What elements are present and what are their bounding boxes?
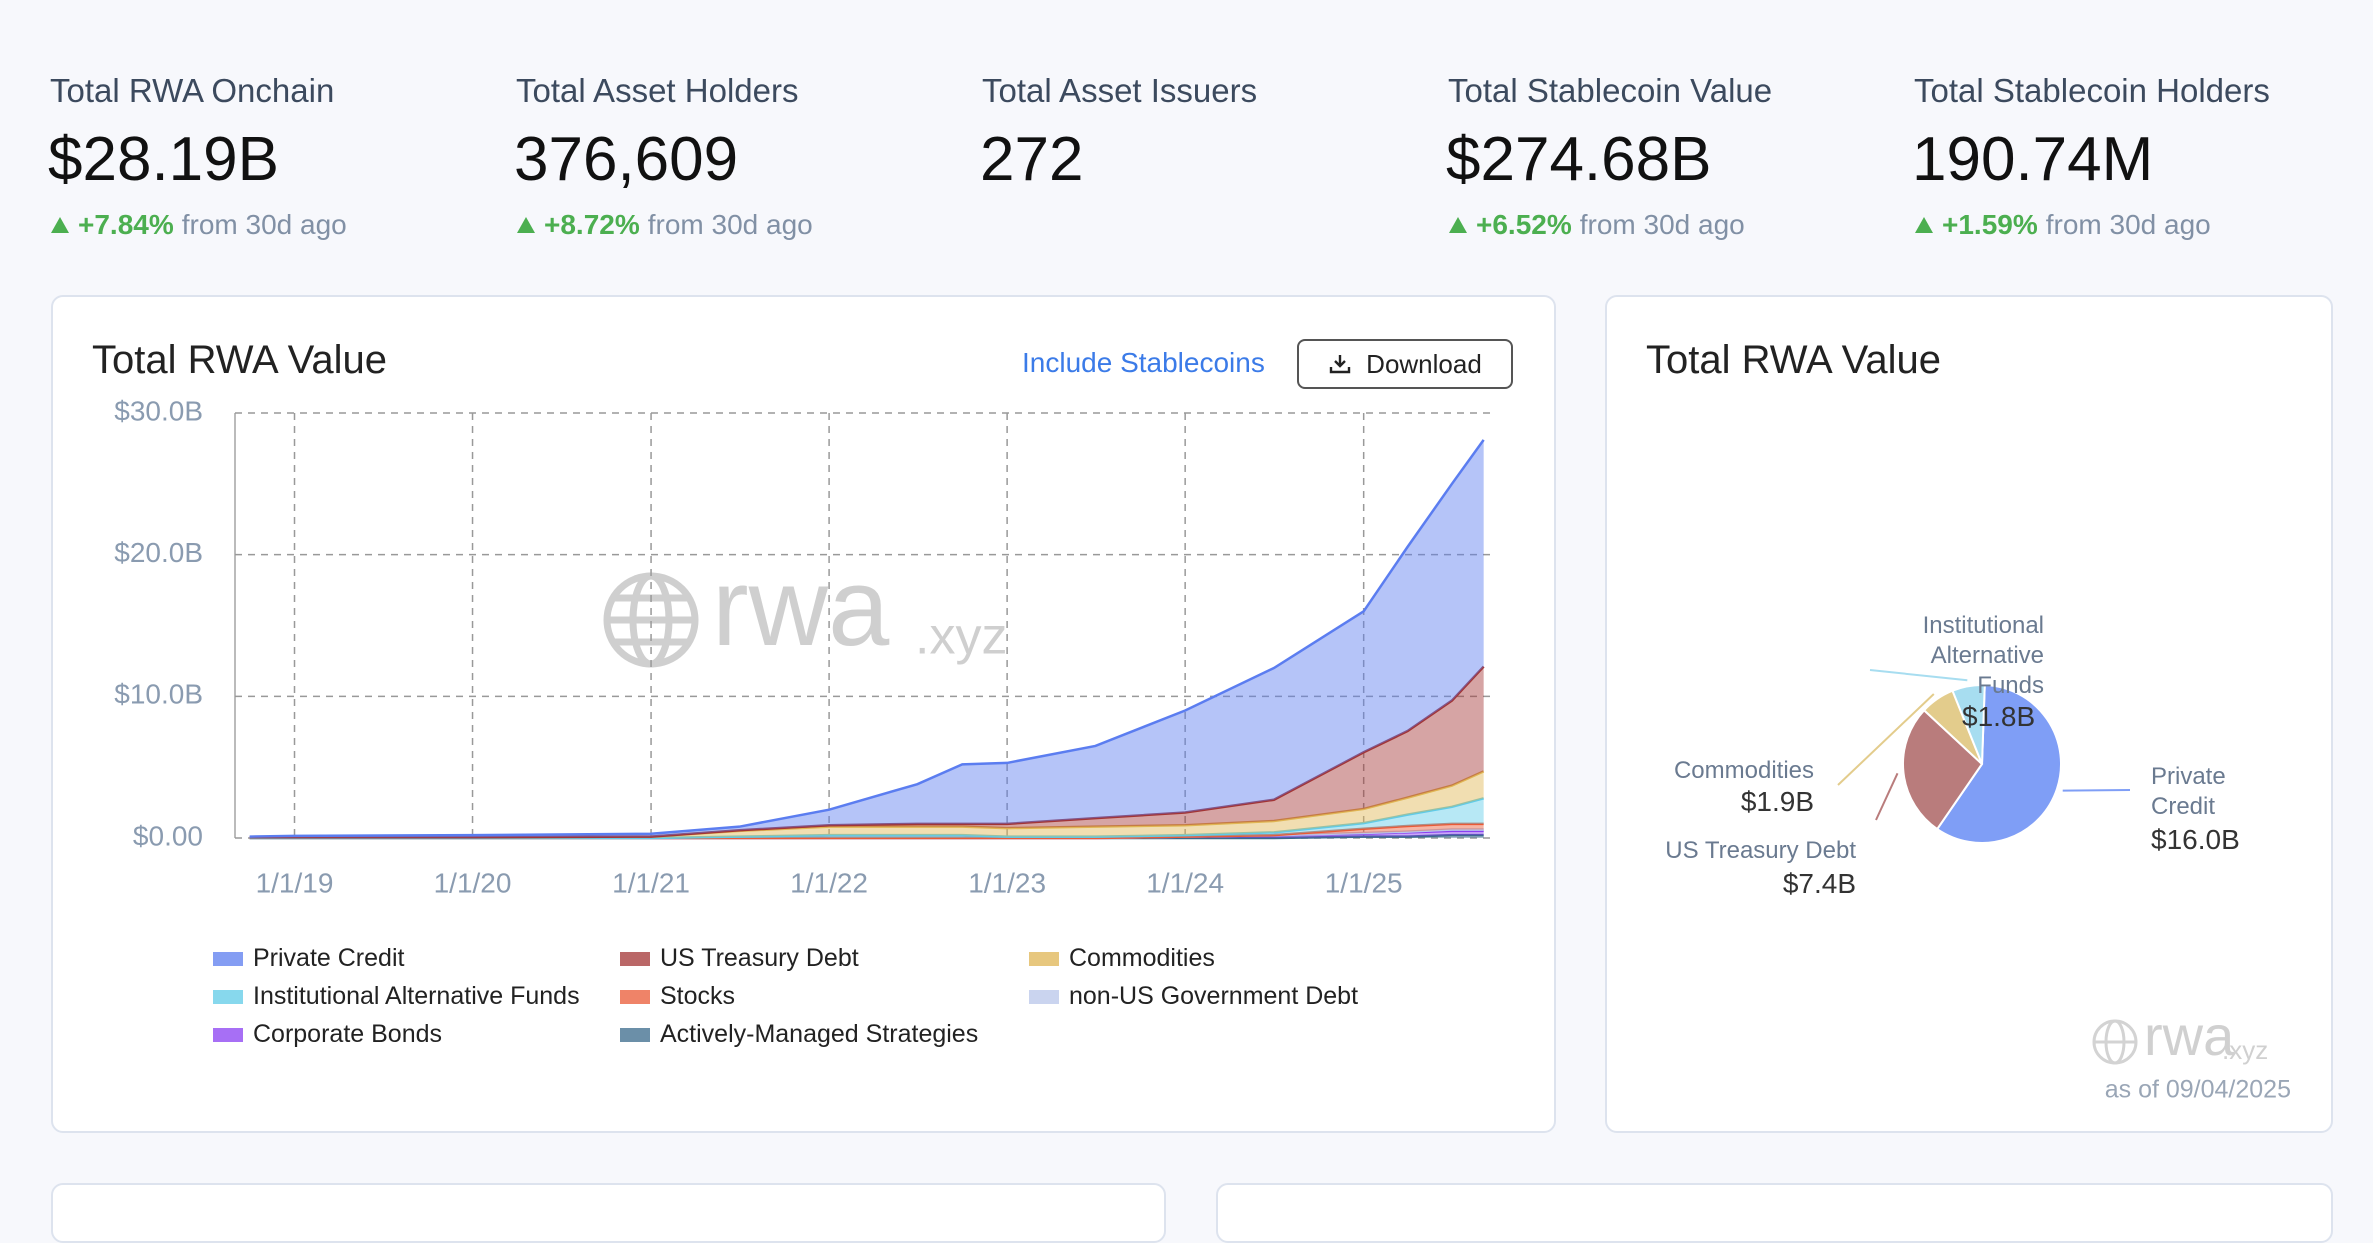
stat-label: Total Stablecoin Value	[1448, 72, 1773, 109]
as-of-date: as of 09/04/2025	[2105, 1076, 2291, 1104]
legend-item: US Treasury Debt	[620, 944, 859, 973]
legend-swatch	[213, 989, 243, 1004]
x-tick-label: 1/1/20	[434, 867, 512, 898]
legend-label: Stocks	[660, 982, 736, 1010]
legend-item: Corporate Bonds	[213, 1020, 442, 1049]
legend-item: non-US Government Debt	[1029, 982, 1358, 1011]
leader-line	[2062, 789, 2131, 792]
legend-label: Institutional Alternative Funds	[253, 982, 580, 1010]
pie-slice	[1951, 684, 1986, 765]
pie-category-label: Private Credit	[2151, 763, 2226, 820]
x-tick-label: 1/1/21	[612, 867, 690, 898]
stat-change-row: +6.52% from 30d ago	[1448, 209, 1745, 241]
chart-title: Total RWA Value	[92, 338, 387, 382]
stat-change: +1.59%	[1942, 209, 2038, 240]
legend-item: Actively-Managed Strategies	[620, 1020, 978, 1049]
pie-category-label: Institutional Alternative Funds	[1922, 612, 2044, 699]
stat-period: from 30d ago	[181, 209, 347, 240]
stat-label: Total RWA Onchain	[50, 72, 335, 109]
page: {"stats":[{"label":"Total RWA Onchain","…	[48, 72, 2333, 1243]
legend-label: Private Credit	[253, 944, 405, 972]
series-line	[249, 665, 1485, 839]
legend-item: Institutional Alternative Funds	[213, 982, 580, 1011]
stat-period: from 30d ago	[2045, 209, 2211, 240]
page-body: Total RWA Onchain $28.19B +7.84% from 30d a…	[48, 72, 2333, 1243]
up-arrow	[51, 217, 69, 233]
charts: rwa .xyz rwa .xyz as of 09/04/2025 $0.00…	[114, 395, 2291, 1104]
legend-swatch	[620, 989, 650, 1004]
x-tick-label: 1/1/25	[1325, 867, 1403, 898]
legend-swatch	[213, 951, 243, 966]
legend-swatch	[1029, 989, 1059, 1004]
stat-change: +6.52%	[1476, 209, 1572, 240]
legend-item: Commodities	[1029, 944, 1215, 973]
watermark-suffix: .xyz	[2222, 1035, 2268, 1065]
watermark-brand: rwa	[2144, 1004, 2235, 1067]
stat-label: Total Asset Issuers	[982, 72, 1258, 109]
legend-swatch	[213, 1027, 243, 1042]
watermark-brand: rwa	[712, 546, 890, 669]
stat-value: 376,609	[514, 125, 739, 194]
legend-swatch	[620, 1027, 650, 1042]
x-tick-label: 1/1/22	[790, 867, 868, 898]
leader-line	[1869, 669, 1968, 682]
area-card	[51, 295, 1556, 1133]
stat-value: 190.74M	[1912, 125, 2154, 194]
stat-period: from 30d ago	[647, 209, 813, 240]
pie-slice	[1902, 708, 1984, 831]
stat-change-row: +7.84% from 30d ago	[50, 209, 347, 241]
pie-category-label: US Treasury Debt	[1665, 837, 1856, 864]
pie-value-label: $1.8B	[1962, 701, 2036, 732]
y-tick-label: $0.00	[133, 820, 203, 851]
chart-title: Total RWA Value	[1646, 338, 1941, 382]
legend-swatch	[620, 951, 650, 966]
legend-label: non-US Government Debt	[1069, 982, 1359, 1010]
download-label: Download	[1366, 348, 1482, 379]
legend-item: Private Credit	[213, 944, 404, 973]
stat-change: +7.84%	[78, 209, 174, 240]
watermark-globe-small	[2092, 1019, 2138, 1065]
legend-label: US Treasury Debt	[660, 944, 859, 972]
legend-label: Actively-Managed Strategies	[660, 1020, 979, 1048]
download-button[interactable]: Download	[1297, 339, 1513, 389]
y-tick-label: $30.0B	[114, 395, 203, 426]
pie-category-label: Commodities	[1673, 757, 1814, 784]
area	[249, 439, 1484, 838]
stat-change-row: +8.72% from 30d ago	[516, 209, 813, 241]
leader-line	[1837, 693, 1935, 786]
leader-line	[1875, 772, 1899, 821]
pie-value-label: $1.9B	[1740, 786, 1814, 817]
pie-value-label: $16.0B	[2151, 824, 2240, 855]
stat-value: $28.19B	[48, 125, 279, 194]
pie-slice	[1935, 684, 2062, 844]
y-tick-label: $20.0B	[114, 537, 203, 568]
legend-label: Commodities	[1069, 944, 1215, 972]
y-tick-label: $10.0B	[114, 679, 203, 710]
stat-value: 272	[980, 125, 1084, 194]
stat-change: +8.72%	[544, 209, 640, 240]
stat-change-row: +1.59% from 30d ago	[1914, 209, 2211, 241]
x-tick-label: 1/1/23	[968, 867, 1046, 898]
stat-label: Total Stablecoin Holders	[1914, 72, 2270, 109]
series-line	[249, 439, 1485, 838]
legend-swatch	[1029, 951, 1059, 966]
up-arrow	[1449, 217, 1467, 233]
legend-item: Stocks	[620, 982, 735, 1011]
stat-label: Total Asset Holders	[516, 72, 799, 109]
watermark-suffix: .xyz	[915, 608, 1007, 666]
up-arrow	[1915, 217, 1933, 233]
download-icon	[1329, 355, 1351, 374]
x-tick-label: 1/1/24	[1146, 867, 1224, 898]
x-tick-label: 1/1/19	[256, 867, 334, 898]
stat-value: $274.68B	[1446, 125, 1712, 194]
stat-period: from 30d ago	[1579, 209, 1745, 240]
pie-value-label: $7.4B	[1782, 868, 1856, 899]
include-stablecoins-toggle[interactable]: Include Stablecoins	[1022, 347, 1265, 378]
legend-label: Corporate Bonds	[253, 1020, 443, 1048]
up-arrow	[517, 217, 535, 233]
